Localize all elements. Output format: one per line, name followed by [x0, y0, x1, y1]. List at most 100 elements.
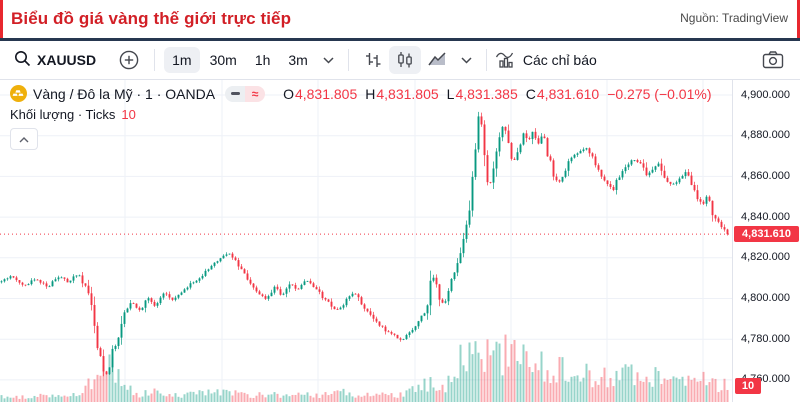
gold-symbol-icon — [10, 85, 27, 102]
volume-bar — [615, 370, 618, 402]
volume-bar — [588, 370, 591, 402]
candle-body — [213, 262, 216, 266]
candle-body — [84, 283, 87, 286]
volume-bar — [714, 378, 717, 402]
chart-canvas[interactable] — [0, 80, 732, 402]
interval-button-1h[interactable]: 1h — [254, 52, 271, 68]
candle-body — [159, 297, 162, 304]
symbol-search-button[interactable]: XAUUSD — [10, 46, 100, 74]
volume-bar — [264, 397, 267, 402]
candle-body — [216, 261, 219, 263]
candle-body — [15, 277, 18, 281]
volume-bar — [108, 354, 111, 402]
candle-body — [573, 154, 576, 158]
volume-bar — [189, 391, 192, 402]
candle-body — [513, 158, 516, 160]
volume-study-label[interactable]: Khối lượng · Ticks — [10, 107, 116, 122]
volume-bar — [336, 390, 339, 402]
volume-bar — [282, 395, 285, 402]
candle-body — [402, 339, 405, 340]
pane-collapse-button[interactable] — [10, 128, 38, 150]
volume-bar — [720, 390, 723, 402]
volume-bar — [357, 395, 360, 402]
candle-body — [639, 162, 642, 164]
volume-bar — [570, 376, 573, 402]
interval-button-30m[interactable]: 30m — [209, 52, 237, 68]
candle-body — [90, 293, 93, 305]
volume-bar — [156, 390, 159, 402]
volume-bar — [234, 390, 237, 402]
candle-body — [498, 137, 501, 152]
volume-bar — [84, 385, 87, 402]
interval-button-3m[interactable]: 3m — [288, 52, 308, 68]
candle-body — [441, 299, 444, 303]
candle-body — [516, 152, 519, 160]
volume-bar — [531, 372, 534, 402]
candle-body — [531, 131, 534, 140]
candle-body — [654, 166, 657, 170]
chart-main: Vàng / Đô la Mỹ · 1 · OANDA ≈ O4,831.805… — [0, 80, 800, 402]
candle-body — [321, 291, 324, 299]
data-mode-toggle[interactable]: ≈ — [225, 85, 266, 102]
candle-body — [327, 299, 330, 302]
candle-body — [561, 176, 564, 182]
volume-study-value: 10 — [121, 107, 136, 122]
indicators-icon — [495, 49, 516, 72]
candle-body — [387, 331, 390, 333]
candle-body — [93, 304, 96, 326]
candle-body — [399, 338, 402, 340]
volume-bar — [594, 381, 597, 402]
volume-bar — [315, 393, 318, 402]
candle-body — [225, 254, 228, 256]
interval-button-1m[interactable]: 1m — [164, 47, 200, 73]
volume-bar — [102, 365, 105, 402]
style-dropdown-button[interactable] — [455, 53, 478, 68]
candle-body — [228, 253, 231, 255]
volume-bar — [519, 364, 522, 402]
header-divider — [0, 38, 800, 41]
volume-bar — [333, 391, 336, 402]
candle-body — [78, 275, 81, 277]
volume-bar — [639, 380, 642, 402]
volume-bar — [387, 395, 390, 402]
volume-bar — [42, 394, 45, 402]
candle-body — [489, 182, 492, 183]
candle-body — [390, 332, 393, 334]
volume-bar — [522, 344, 525, 402]
bar-style-button[interactable] — [357, 46, 389, 74]
candle-body — [651, 169, 654, 173]
volume-bar — [306, 392, 309, 402]
candle-body — [432, 277, 435, 281]
indicators-button[interactable]: Các chỉ báo — [495, 49, 597, 72]
volume-bar — [174, 393, 177, 402]
candle-body — [111, 348, 114, 368]
snapshot-button[interactable] — [756, 46, 790, 74]
volume-bar — [510, 344, 513, 402]
volume-bar — [450, 382, 453, 402]
candle-body — [180, 292, 183, 295]
candle-body — [126, 308, 129, 313]
volume-bar — [66, 396, 69, 402]
candle-body — [477, 116, 480, 150]
candle-style-button[interactable] — [388, 46, 421, 74]
candle-body — [636, 160, 639, 163]
camera-icon — [762, 50, 784, 70]
volume-bar — [36, 396, 39, 402]
candle-body — [537, 138, 540, 144]
volume-bar — [648, 382, 651, 402]
area-style-button[interactable] — [421, 47, 455, 73]
candle-body — [348, 296, 351, 299]
volume-bar — [498, 343, 501, 402]
price-axis-label: 4,840.000 — [741, 210, 790, 223]
interval-dropdown-button[interactable] — [317, 53, 340, 68]
price-axis[interactable]: 4,831.610 10 4,900.000 4,880.000 4,860.000… — [732, 80, 800, 402]
candle-body — [291, 284, 294, 286]
legend-symbol-title[interactable]: Vàng / Đô la Mỹ · 1 · OANDA — [33, 85, 216, 102]
compare-add-button[interactable] — [112, 45, 146, 75]
volume-bar — [438, 390, 441, 402]
candle-body — [597, 165, 600, 170]
volume-bar — [81, 393, 84, 402]
volume-bar — [261, 394, 264, 402]
volume-bar — [246, 394, 249, 402]
volume-bar — [534, 363, 537, 402]
